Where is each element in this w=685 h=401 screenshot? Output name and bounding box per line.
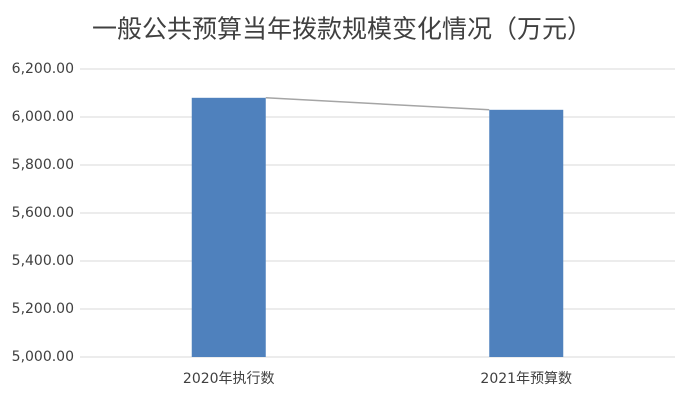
chart-title: 一般公共预算当年拨款规模变化情况（万元） bbox=[92, 16, 592, 44]
y-tick-label: 5,800.00 bbox=[12, 157, 74, 173]
bar bbox=[489, 109, 564, 357]
y-tick-label: 6,000.00 bbox=[12, 109, 74, 125]
y-tick-label: 5,200.00 bbox=[12, 301, 74, 317]
x-tick-label: 2020年执行数 bbox=[183, 371, 275, 387]
y-tick-label: 6,200.00 bbox=[12, 61, 74, 77]
series-line bbox=[265, 97, 490, 111]
y-tick-label: 5,000.00 bbox=[12, 349, 74, 365]
y-tick-label: 5,400.00 bbox=[12, 253, 74, 269]
bar bbox=[191, 97, 266, 358]
y-tick-label: 5,600.00 bbox=[12, 205, 74, 221]
x-tick-label: 2021年预算数 bbox=[480, 371, 572, 387]
